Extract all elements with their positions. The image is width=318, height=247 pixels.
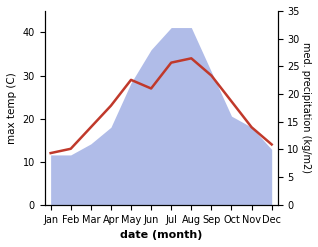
X-axis label: date (month): date (month) xyxy=(120,230,202,240)
Y-axis label: max temp (C): max temp (C) xyxy=(7,72,17,144)
Y-axis label: med. precipitation (kg/m2): med. precipitation (kg/m2) xyxy=(301,42,311,173)
